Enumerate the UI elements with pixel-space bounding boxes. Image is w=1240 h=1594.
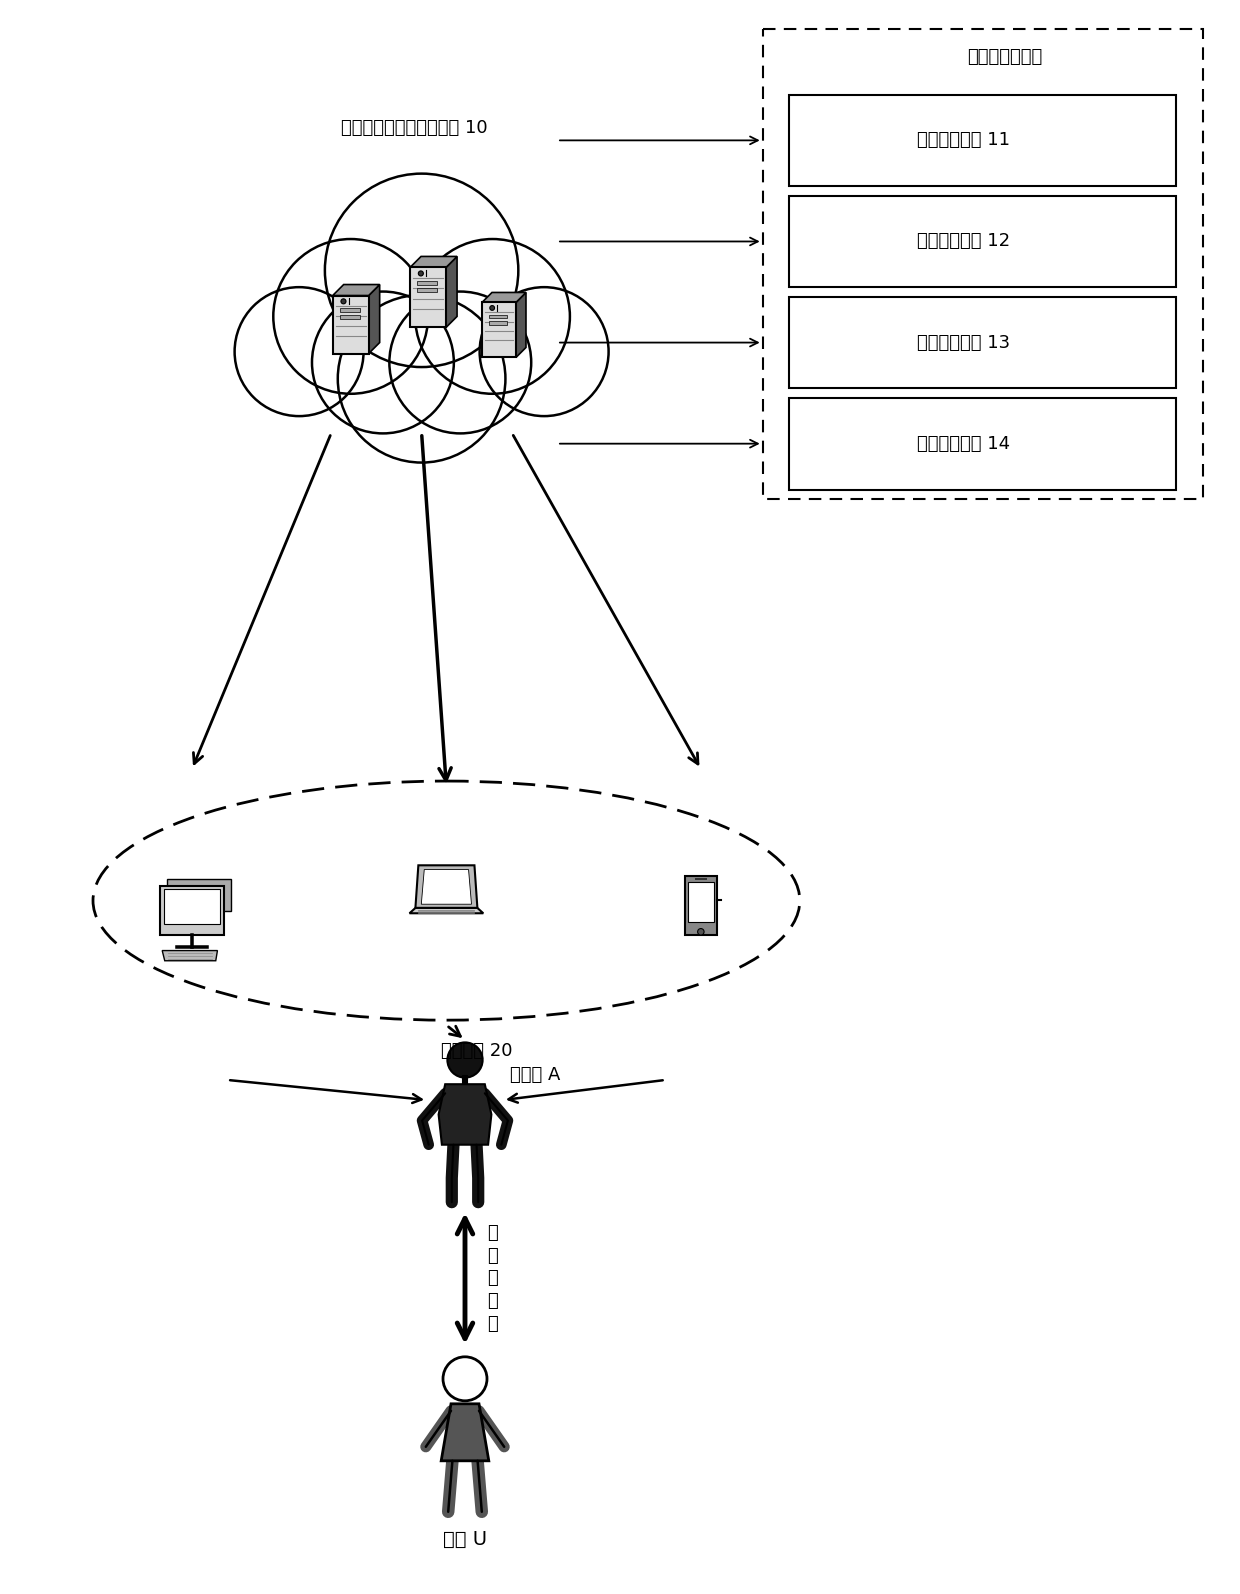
Polygon shape — [410, 268, 446, 327]
Text: 语义理解接口 11: 语义理解接口 11 — [916, 131, 1009, 150]
Polygon shape — [439, 1084, 491, 1144]
Bar — [340, 308, 360, 312]
Polygon shape — [482, 303, 516, 357]
Circle shape — [341, 298, 346, 304]
Polygon shape — [516, 292, 526, 357]
Polygon shape — [415, 866, 477, 909]
Text: 交: 交 — [487, 1293, 497, 1310]
Bar — [160, 886, 224, 936]
Text: 智能设备 20: 智能设备 20 — [440, 1042, 512, 1060]
Text: 认知计算接口 13: 认知计算接口 13 — [916, 333, 1009, 352]
Bar — [789, 296, 1177, 389]
Bar — [684, 875, 717, 936]
Bar — [789, 398, 1177, 489]
Circle shape — [415, 239, 570, 394]
Bar — [763, 29, 1203, 499]
Polygon shape — [368, 285, 379, 354]
Polygon shape — [167, 880, 231, 912]
Polygon shape — [422, 870, 471, 904]
Polygon shape — [409, 909, 484, 913]
Bar — [489, 314, 507, 319]
Text: 情感计算接口 14: 情感计算接口 14 — [916, 435, 1009, 453]
Text: 云端大脑（云端服务器） 10: 云端大脑（云端服务器） 10 — [341, 118, 487, 137]
Circle shape — [273, 239, 428, 394]
Text: 态: 态 — [487, 1269, 497, 1288]
Circle shape — [337, 295, 506, 462]
Circle shape — [325, 174, 518, 367]
Bar — [789, 94, 1177, 186]
Circle shape — [389, 292, 531, 434]
Circle shape — [490, 306, 495, 311]
Bar — [696, 878, 707, 880]
Circle shape — [418, 271, 423, 276]
Bar — [489, 320, 507, 325]
Polygon shape — [482, 292, 526, 303]
Bar — [688, 881, 714, 923]
Polygon shape — [332, 295, 368, 354]
Circle shape — [443, 1356, 487, 1401]
Bar — [417, 281, 436, 285]
Polygon shape — [332, 285, 379, 295]
Circle shape — [244, 147, 599, 502]
Bar — [340, 316, 360, 319]
Text: 虚拟人 A: 虚拟人 A — [510, 1066, 560, 1084]
Circle shape — [480, 287, 609, 416]
Circle shape — [234, 287, 363, 416]
Polygon shape — [446, 257, 458, 327]
Text: 互: 互 — [487, 1315, 497, 1333]
Bar — [417, 289, 436, 292]
Polygon shape — [441, 1404, 489, 1460]
Polygon shape — [410, 257, 458, 268]
Text: 多: 多 — [487, 1224, 497, 1242]
Text: 视觉识别接口 12: 视觉识别接口 12 — [916, 233, 1009, 250]
Text: 模: 模 — [487, 1247, 497, 1264]
Bar — [789, 196, 1177, 287]
Circle shape — [448, 1042, 482, 1078]
Text: 用户 U: 用户 U — [443, 1530, 487, 1549]
Circle shape — [312, 292, 454, 434]
Text: 虚拟人能力接口: 虚拟人能力接口 — [967, 48, 1043, 65]
Polygon shape — [162, 950, 217, 961]
Circle shape — [698, 929, 704, 936]
Bar — [164, 889, 219, 925]
